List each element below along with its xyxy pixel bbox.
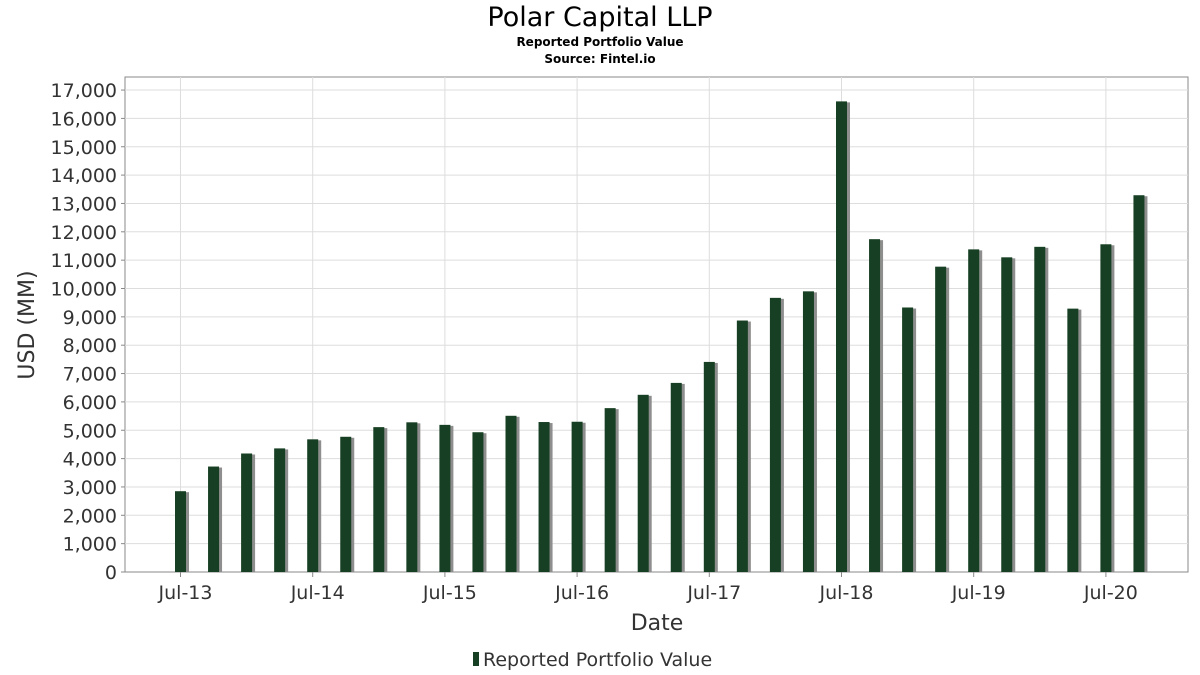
- x-tick-label: Jul-18: [819, 582, 874, 604]
- bar: [637, 394, 649, 572]
- bar: [670, 382, 682, 572]
- y-tick-label: 9,000: [63, 307, 117, 329]
- legend-swatch: [473, 652, 479, 666]
- bar: [472, 432, 484, 572]
- y-tick-label: 13,000: [51, 193, 117, 215]
- y-tick-label: 16,000: [51, 108, 117, 130]
- x-tick-label: Jul-16: [554, 582, 609, 604]
- y-axis-title: USD (MM): [15, 270, 40, 379]
- bar: [968, 249, 980, 572]
- bar: [1133, 195, 1145, 572]
- y-tick-label: 12,000: [51, 222, 117, 244]
- y-tick-label: 15,000: [51, 137, 117, 159]
- bar: [902, 307, 914, 572]
- y-tick-label: 11,000: [51, 250, 117, 272]
- bar: [208, 466, 220, 572]
- chart-source: Source: Fintel.io: [544, 52, 656, 66]
- bar: [703, 361, 715, 572]
- y-tick-label: 1,000: [63, 534, 117, 556]
- bar: [604, 408, 616, 572]
- bar: [1001, 257, 1013, 572]
- bar: [175, 491, 186, 572]
- bar: [373, 427, 385, 572]
- bar: [538, 422, 550, 572]
- y-tick-label: 5,000: [63, 420, 117, 442]
- y-tick-label: 7,000: [63, 364, 117, 386]
- y-tick-label: 3,000: [63, 477, 117, 499]
- y-tick-label: 6,000: [63, 392, 117, 414]
- bar: [1100, 244, 1112, 573]
- x-tick-label: Jul-19: [951, 582, 1006, 604]
- bar: [1034, 246, 1046, 572]
- x-tick-label: Jul-20: [1083, 582, 1138, 604]
- bar: [802, 291, 814, 572]
- y-tick-label: 4,000: [63, 449, 117, 471]
- y-tick-label: 8,000: [63, 335, 117, 357]
- x-tick-label: Jul-14: [290, 582, 345, 604]
- legend-label: Reported Portfolio Value: [483, 649, 712, 671]
- bar: [736, 320, 748, 572]
- bar: [836, 101, 847, 572]
- bar: [571, 421, 583, 572]
- x-tick-label: Jul-15: [422, 582, 477, 604]
- bar: [935, 266, 947, 572]
- bar: [1067, 308, 1079, 572]
- bar: [406, 422, 418, 572]
- x-axis-title: Date: [631, 611, 684, 636]
- y-tick-label: 17,000: [51, 80, 117, 102]
- y-tick-label: 0: [105, 562, 117, 584]
- bar: [241, 453, 253, 572]
- y-tick-label: 14,000: [51, 165, 117, 187]
- bar: [307, 439, 319, 572]
- bar: [869, 239, 881, 572]
- bar: [274, 448, 286, 572]
- x-tick-label: Jul-17: [686, 582, 741, 604]
- bar: [439, 424, 451, 572]
- chart-subtitle: Reported Portfolio Value: [516, 35, 684, 49]
- x-tick-label: Jul-13: [158, 582, 213, 604]
- bar: [769, 297, 781, 572]
- bar: [340, 436, 352, 572]
- chart-title: Polar Capital LLP: [487, 2, 713, 33]
- y-tick-label: 2,000: [63, 505, 117, 527]
- bar: [505, 415, 517, 572]
- y-tick-label: 10,000: [51, 279, 117, 301]
